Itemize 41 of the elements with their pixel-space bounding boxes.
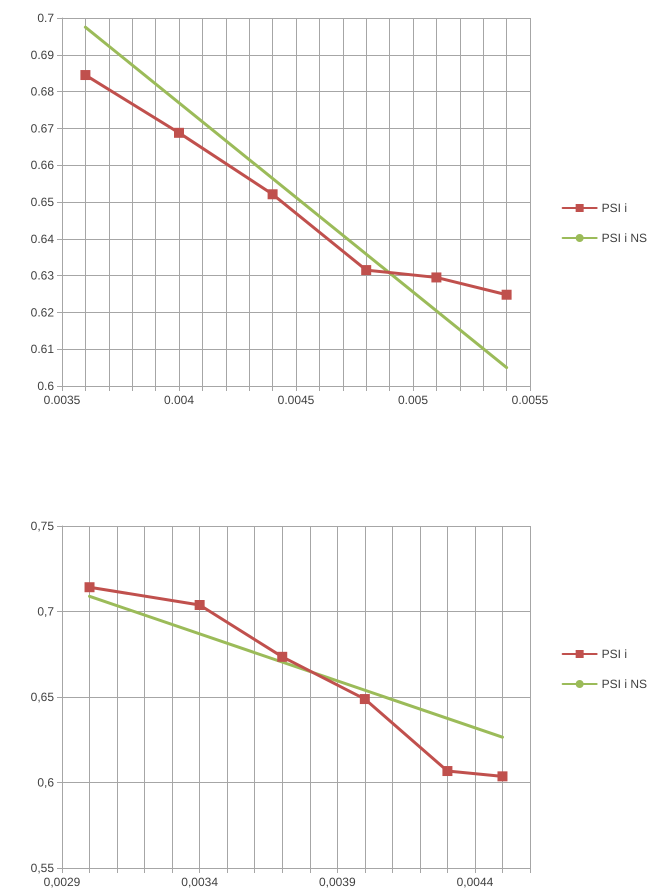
- y-tick-label: 0,7: [37, 604, 54, 618]
- legend-label: PSI i: [602, 201, 627, 215]
- point: [84, 582, 95, 592]
- point: [502, 290, 512, 300]
- point: [361, 265, 372, 276]
- point: [497, 771, 508, 782]
- y-tick-label: 0,65: [30, 690, 54, 704]
- point: [174, 128, 184, 138]
- legend-label: PSI i NS: [602, 677, 648, 691]
- x-tick-label: 0,0029: [44, 875, 81, 889]
- y-tick-label: 0,75: [30, 519, 54, 533]
- y-tick-label: 0.64: [30, 232, 54, 246]
- legend-label: PSI i: [602, 647, 627, 661]
- x-tick-label: 0.005: [398, 393, 428, 407]
- x-tick-label: 0.0045: [278, 393, 315, 407]
- x-tick-label: 0.0035: [44, 393, 81, 407]
- x-tick-label: 0.0055: [512, 393, 549, 407]
- point: [442, 766, 452, 776]
- x-tick-label: 0,0034: [181, 875, 218, 889]
- y-tick-label: 0,55: [30, 861, 54, 875]
- legend-label: PSI i NS: [602, 231, 648, 245]
- y-tick-label: 0,6: [37, 776, 54, 790]
- point: [360, 694, 370, 704]
- y-tick-label: 0.68: [30, 84, 54, 99]
- point: [277, 652, 288, 662]
- y-tick-label: 0.65: [30, 195, 54, 209]
- y-tick-label: 0.63: [30, 268, 54, 283]
- y-tick-label: 0.7: [37, 11, 54, 25]
- point: [268, 189, 278, 200]
- x-tick-label: 0,0044: [456, 875, 494, 889]
- x-tick-label: 0.004: [164, 393, 194, 407]
- point: [194, 600, 205, 610]
- y-tick-label: 0.67: [30, 121, 54, 136]
- y-tick-label: 0.61: [30, 342, 54, 356]
- y-tick-label: 0.69: [30, 48, 54, 62]
- x-tick-label: 0,0039: [318, 875, 356, 889]
- y-tick-label: 0.66: [30, 158, 54, 172]
- point: [431, 272, 442, 282]
- y-tick-label: 0.6: [37, 379, 54, 393]
- y-tick-label: 0.62: [30, 305, 54, 320]
- point: [80, 70, 90, 80]
